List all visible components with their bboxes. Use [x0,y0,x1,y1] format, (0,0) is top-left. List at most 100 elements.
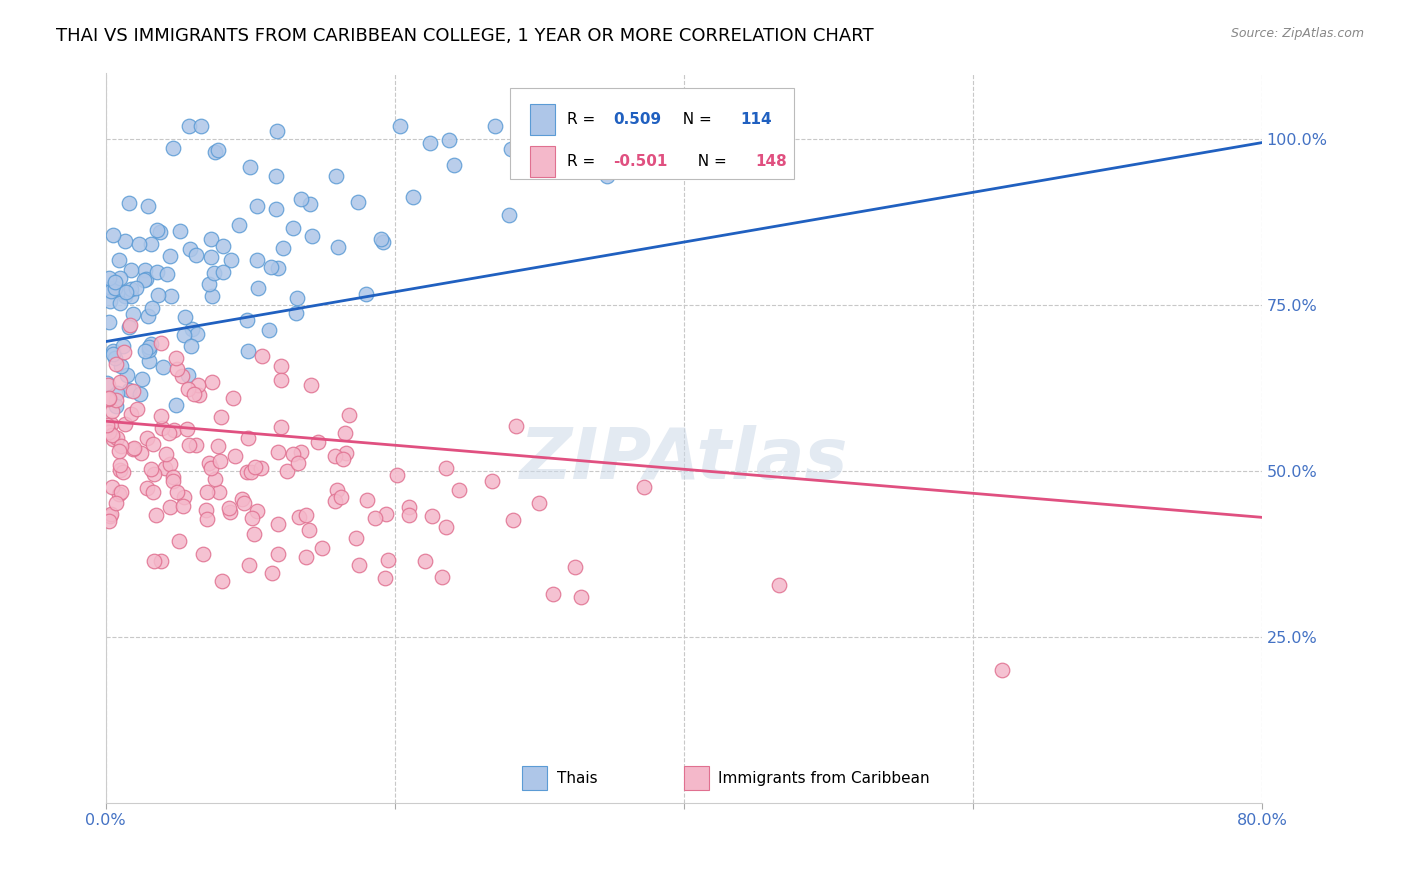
Point [347,195,370,210]
Point [276,464,298,478]
Point [120,407,142,421]
Point [149,226,172,240]
Point [128,236,150,251]
Point [228,218,250,232]
Point [246,253,269,268]
Point [111,285,134,299]
Point [208,484,231,499]
Point [166,362,188,376]
Point [150,335,173,350]
Point [356,493,378,508]
Point [103,351,125,365]
Point [108,252,131,267]
Point [141,462,163,476]
Point [127,401,149,416]
Point [152,359,174,374]
Point [195,503,218,517]
Point [122,307,145,321]
Point [200,251,222,265]
Point [267,548,290,562]
Point [124,280,146,294]
Point [183,386,205,401]
Point [193,547,215,561]
Point [240,510,263,524]
Point [150,409,173,424]
Point [325,169,347,183]
Point [145,265,167,279]
Point [398,500,420,514]
Point [298,197,321,211]
Point [118,383,141,397]
Point [135,272,157,286]
Point [434,461,457,475]
Point [299,378,322,392]
Point [165,398,187,412]
Point [311,541,333,555]
Point [270,373,292,387]
Point [114,289,136,303]
Point [114,235,136,249]
Point [120,318,142,332]
Point [163,424,186,438]
Point [190,119,212,133]
Point [201,375,224,389]
Point [131,372,153,386]
Y-axis label: College, 1 year or more: College, 1 year or more [0,343,7,533]
Point [569,590,592,604]
Point [120,282,142,296]
Point [173,310,195,324]
Point [413,554,436,568]
Point [170,368,193,383]
Point [145,508,167,522]
Point [222,391,245,405]
Point [332,452,354,467]
Point [187,378,209,392]
Point [118,320,141,334]
Point [239,160,262,174]
Point [195,484,218,499]
Point [173,490,195,504]
Point [195,512,218,526]
Point [105,357,128,371]
Point [389,119,412,133]
Point [401,189,423,203]
Point [232,496,254,510]
Point [375,507,398,521]
Point [122,441,145,455]
Point [209,410,232,425]
Point [97,377,120,392]
Point [231,491,253,506]
Point [96,417,118,432]
Point [162,474,184,488]
Point [110,359,132,373]
Point [110,296,132,310]
Point [344,531,367,545]
Point [98,271,121,285]
Point [236,431,259,445]
Point [198,456,221,470]
Point [211,265,233,279]
Point [287,456,309,470]
Text: -0.501: -0.501 [613,153,668,169]
Point [419,136,441,150]
Point [295,508,318,523]
Point [120,289,142,303]
Point [136,481,159,495]
Point [139,337,162,351]
Point [179,437,201,451]
Point [114,417,136,431]
Point [326,483,349,497]
Point [481,474,503,488]
Point [243,459,266,474]
Point [110,485,132,500]
Point [101,480,124,494]
Point [236,313,259,327]
Point [160,289,183,303]
Text: R =: R = [567,153,600,169]
Point [398,508,420,522]
Point [159,500,181,514]
Point [100,281,122,295]
Point [374,571,396,585]
Point [179,242,201,256]
Point [134,262,156,277]
